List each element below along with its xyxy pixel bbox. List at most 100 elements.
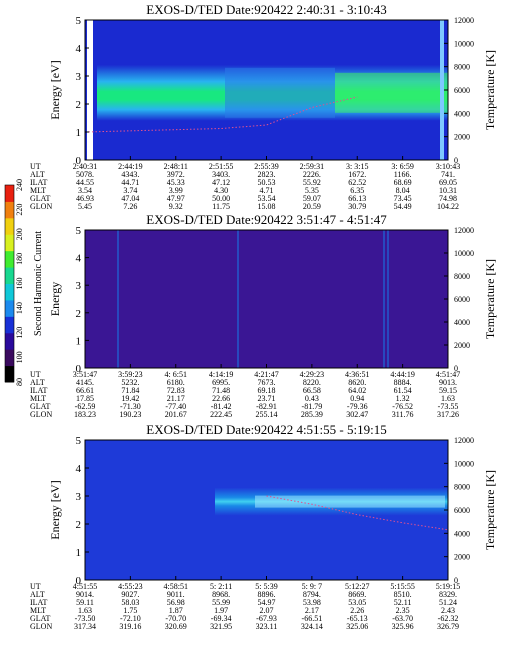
panel-1-ut-value: 2:55:39: [254, 162, 278, 171]
panel-2-ut-value: 4:21:47: [254, 370, 278, 379]
panel-1-ytick-label: 5: [76, 15, 82, 27]
panel-2-glon-value: 222.45: [210, 410, 232, 419]
panel-1-alt-value: 1166.: [394, 170, 412, 179]
panel-1-ilat-value: 44.55: [76, 178, 94, 187]
panel-3-row-label-alt: ALT: [30, 590, 45, 599]
panel-1-glon-value: 7.26: [123, 202, 137, 211]
panel-1-glon-value: 15.08: [258, 202, 276, 211]
colorbar-segment: [5, 365, 14, 383]
panel-3-ut-value: 5:19:15: [436, 582, 460, 591]
panel-2-ut-value: 4:36:51: [345, 370, 369, 379]
panel-1-mlt-value: 5.35: [305, 186, 319, 195]
panel-3-glon-value: 326.79: [437, 622, 459, 631]
panel-2-y2tick-label: 8000: [454, 272, 470, 281]
panel-2-ytick-label: 2: [76, 308, 82, 320]
panel-2-glon-value: 190.23: [119, 410, 141, 419]
panel-3-mlt-value: 2.07: [260, 606, 274, 615]
panel-1-glat-value: 47.04: [121, 194, 139, 203]
colorbar-tick-label: 180: [15, 253, 24, 265]
panel-3-glon-value: 319.16: [119, 622, 141, 631]
panel-2-mlt-value: 21.17: [167, 394, 185, 403]
panel-3-y2tick-label: 10000: [454, 459, 474, 468]
panel-3-ut-value: 4:51:55: [73, 582, 97, 591]
panel-2-ytick-label: 1: [76, 335, 82, 347]
panel-1-band-depletion: [225, 67, 335, 118]
panel-1-alt-value: 5078.: [76, 170, 94, 179]
panel-1-glat-value: 46.93: [76, 194, 94, 203]
panel-2-ilat-value: 59.15: [439, 386, 457, 395]
panel-3-ilat-value: 53.05: [348, 598, 366, 607]
panel-1-ilat-value: 68.69: [394, 178, 412, 187]
panel-1-mlt-value: 6.35: [350, 186, 364, 195]
panel-2-glon-value: 317.26: [437, 410, 459, 419]
panel-3-glon-value: 320.69: [165, 622, 187, 631]
panel-1-ylabel: Energy [eV]: [48, 60, 62, 119]
panel-1-row-label-alt: ALT: [30, 170, 45, 179]
panel-3-mlt-value: 1.75: [123, 606, 137, 615]
panel-2-streak: [383, 230, 385, 368]
panel-3-y2tick-label: 0: [454, 576, 458, 585]
colorbar-tick-label: 200: [15, 228, 24, 240]
panel-1-ytick-label: 2: [76, 99, 82, 111]
panel-3-ut-value: 5: 9: 7: [302, 582, 322, 591]
panel-3-glon-value: 323.11: [256, 622, 278, 631]
panel-1-y2tick-label: 2000: [454, 133, 470, 142]
panel-3-band-core: [255, 495, 445, 508]
colorbar-segment: [5, 299, 14, 317]
panel-3-ytick-label: 2: [76, 519, 82, 531]
colorbar-tick-label: 220: [15, 204, 24, 216]
panel-3-y2tick-label: 12000: [454, 436, 474, 445]
panel-3-row-label-glat: GLAT: [30, 614, 51, 623]
panel-2-glat-value: -62.59: [75, 402, 96, 411]
panel-2-glon-value: 201.67: [165, 410, 187, 419]
panel-1-glat-value: 53.54: [258, 194, 276, 203]
panel-1-mlt-value: 8.04: [396, 186, 410, 195]
panel-1-glon-value: 9.32: [169, 202, 183, 211]
panel-1-ytick-label: 3: [76, 71, 82, 83]
panel-1-row-label-ut: UT: [30, 162, 41, 171]
panel-1-mlt-value: 3.99: [169, 186, 183, 195]
panel-1-y2tick-label: 8000: [454, 63, 470, 72]
panel-3-glat-value: -69.34: [211, 614, 232, 623]
panel-2-ut-value: 4:51:47: [436, 370, 460, 379]
panel-3-glon-value: 325.06: [346, 622, 368, 631]
panel-2-mlt-value: 1.32: [396, 394, 410, 403]
panel-1-glat-value: 47.97: [167, 194, 185, 203]
colorbar-frame: [4, 184, 15, 383]
colorbar-segment: [5, 349, 14, 367]
panel-3-ilat-value: 55.99: [212, 598, 230, 607]
panel-1-temperature-line: [84, 96, 358, 133]
panel-2-glon-value: 183.23: [74, 410, 96, 419]
panel-2-ytick-label: 3: [76, 280, 82, 292]
colorbar-segment: [5, 267, 14, 284]
panel-3-ut-value: 5:12:27: [345, 582, 369, 591]
panel-2-glat-value: -79.36: [347, 402, 368, 411]
panel-3-glon-value: 317.34: [74, 622, 96, 631]
colorbar-tick-label: 240: [15, 179, 24, 191]
colorbar-tick-label: 80: [15, 378, 24, 386]
panel-3-alt-value: 9011.: [167, 590, 185, 599]
panel-3-ilat-value: 54.97: [258, 598, 276, 607]
panel-2-ilat-value: 66.61: [76, 386, 94, 395]
panel-3-ut-value: 5: 2:11: [210, 582, 232, 591]
panel-3-y2tick-label: 2000: [454, 553, 470, 562]
panel-1-row-label-glat: GLAT: [30, 194, 51, 203]
panel-3-alt-value: 9027.: [121, 590, 139, 599]
panel-1-y2tick-label: 12000: [454, 16, 474, 25]
panel-1-alt-value: 3972.: [167, 170, 185, 179]
panel-3-glat-value: -72.10: [120, 614, 141, 623]
panel-2-background: [85, 230, 448, 368]
panel-2-glon-value: 302.47: [346, 410, 368, 419]
panel-3-ytick-label: 3: [76, 491, 82, 503]
panel-2-ut-value: 4: 6:51: [165, 370, 187, 379]
panel-2-y2tick-label: 10000: [454, 249, 474, 258]
panel-1-ilat-value: 47.12: [212, 178, 230, 187]
colorbar-segment: [5, 185, 14, 202]
panel-1-glat-value: 66.13: [348, 194, 366, 203]
panel-3-alt-value: 8896.: [258, 590, 276, 599]
panel-1-glat-value: 74.98: [439, 194, 457, 203]
panel-2-mlt-value: 0.94: [350, 394, 364, 403]
panel-3-ytick-label: 4: [76, 463, 82, 475]
panel-1-spike: [440, 20, 444, 160]
panel-3-alt-value: 9014.: [76, 590, 94, 599]
